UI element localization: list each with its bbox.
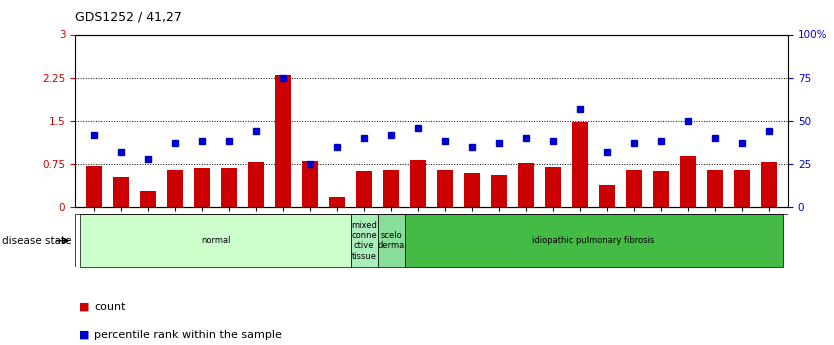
Bar [572, 122, 588, 207]
Bar [518, 163, 535, 207]
Bar [734, 170, 751, 207]
Text: ■: ■ [79, 330, 90, 339]
Text: idiopathic pulmonary fibrosis: idiopathic pulmonary fibrosis [532, 236, 655, 245]
Bar [707, 170, 723, 207]
Bar [86, 166, 102, 207]
Text: ■: ■ [79, 302, 90, 312]
Bar [356, 171, 372, 207]
Bar [378, 214, 404, 267]
Bar [275, 75, 291, 207]
Bar [491, 175, 507, 207]
Bar [437, 170, 453, 207]
Bar [329, 197, 345, 207]
Text: mixed
conne
ctive
tissue: mixed conne ctive tissue [351, 220, 377, 261]
Bar [761, 162, 777, 207]
Text: scelo
derma: scelo derma [378, 231, 404, 250]
Bar [653, 171, 669, 207]
Bar [464, 172, 480, 207]
Bar [383, 170, 399, 207]
Bar [113, 177, 129, 207]
Bar [599, 185, 615, 207]
Text: normal: normal [201, 236, 230, 245]
Bar [248, 162, 264, 207]
Bar [193, 168, 210, 207]
Bar [680, 156, 696, 207]
Bar [350, 214, 378, 267]
Bar [545, 167, 561, 207]
Bar [626, 170, 642, 207]
Text: disease state: disease state [2, 236, 71, 246]
Text: percentile rank within the sample: percentile rank within the sample [94, 330, 282, 339]
Bar [410, 160, 426, 207]
Text: GDS1252 / 41,27: GDS1252 / 41,27 [75, 10, 182, 23]
Bar [80, 214, 350, 267]
Bar [167, 170, 183, 207]
Bar [404, 214, 783, 267]
Bar [221, 168, 237, 207]
Bar [140, 191, 156, 207]
Bar [302, 161, 318, 207]
Text: count: count [94, 302, 126, 312]
